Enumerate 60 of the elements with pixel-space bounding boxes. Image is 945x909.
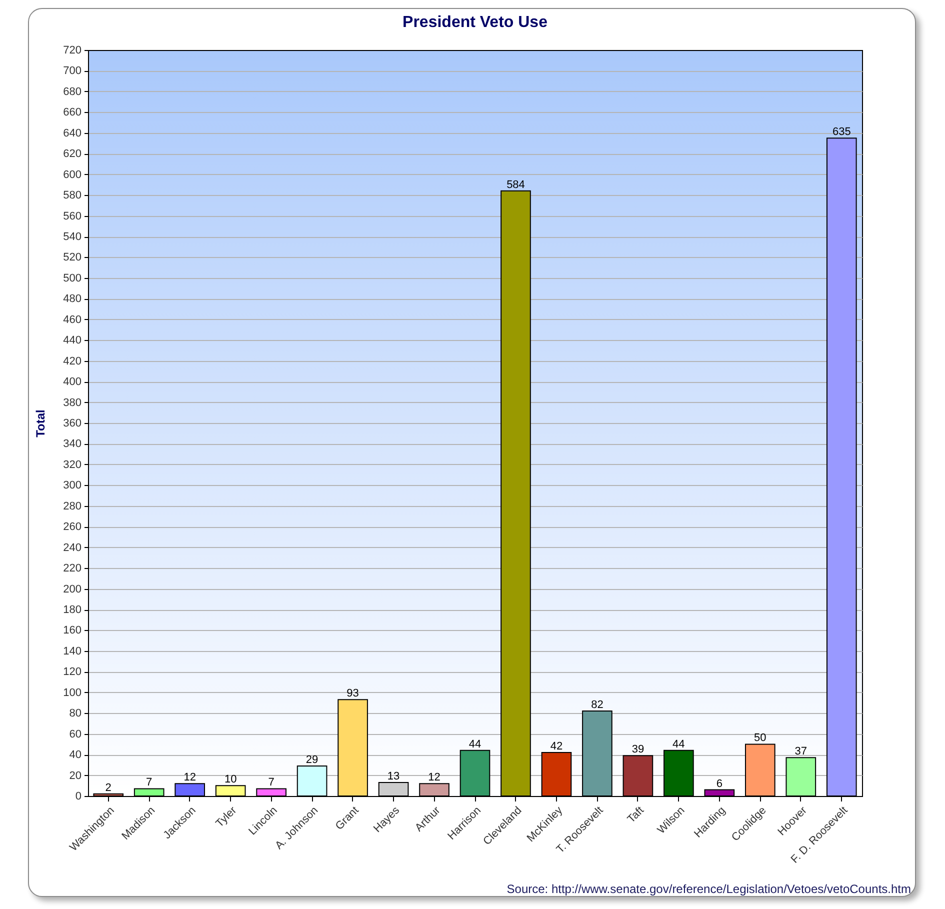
data-label: 2 xyxy=(105,782,112,794)
data-label: 584 xyxy=(506,178,525,191)
y-tick-label: 480 xyxy=(63,293,82,306)
y-tick-label: 560 xyxy=(63,210,82,222)
y-tick-label: 580 xyxy=(63,190,82,202)
y-tick-label: 440 xyxy=(63,334,82,347)
data-label: 29 xyxy=(306,754,318,766)
y-tick-label: 720 xyxy=(63,44,82,56)
y-tick-label: 400 xyxy=(63,376,82,388)
y-tick-label: 640 xyxy=(63,127,82,140)
y-tick-label: 200 xyxy=(63,583,82,596)
data-label: 44 xyxy=(468,738,482,750)
data-label: 12 xyxy=(428,772,440,784)
data-label: 6 xyxy=(716,778,722,790)
y-tick-label: 160 xyxy=(63,624,82,637)
y-tick-label: 140 xyxy=(63,645,82,658)
data-label: 7 xyxy=(268,776,274,789)
data-label: 13 xyxy=(387,770,400,783)
data-label: 82 xyxy=(591,699,604,712)
x-tick-label: Taft xyxy=(625,804,646,826)
y-tick-label: 360 xyxy=(63,418,82,430)
data-label: 39 xyxy=(632,744,644,756)
data-label: 7 xyxy=(146,776,152,789)
data-label: 44 xyxy=(672,738,685,750)
y-tick-label: 380 xyxy=(63,396,82,409)
y-tick-label: 0 xyxy=(75,790,82,802)
y-tick-label: 600 xyxy=(63,168,82,181)
y-tick-label: 280 xyxy=(63,500,82,512)
y-tick-label: 700 xyxy=(63,65,82,78)
y-tick-label: 60 xyxy=(69,728,82,740)
y-tick-label: 300 xyxy=(63,480,82,492)
chart-title: President Veto Use xyxy=(402,14,548,31)
y-tick-label: 120 xyxy=(63,666,82,678)
y-tick-label: 220 xyxy=(63,562,82,575)
y-tick-label: 680 xyxy=(63,86,82,98)
y-axis-title: Total xyxy=(34,410,48,438)
data-label: 50 xyxy=(754,732,766,744)
y-tick-label: 320 xyxy=(63,458,82,471)
y-tick-label: 180 xyxy=(63,604,82,616)
y-tick-label: 260 xyxy=(63,521,82,534)
y-tick-label: 20 xyxy=(69,770,82,782)
y-tick-label: 660 xyxy=(63,106,82,119)
data-label: 635 xyxy=(832,126,851,138)
source-note: Source: http://www.senate.gov/reference/Legislation/Vetoes/vetoCounts.htm xyxy=(506,882,911,896)
data-label: 93 xyxy=(346,688,359,700)
y-tick-label: 520 xyxy=(63,252,82,264)
y-tick-label: 340 xyxy=(63,438,82,450)
y-tick-label: 420 xyxy=(63,355,82,368)
data-label: 42 xyxy=(550,740,563,752)
y-tick-label: 240 xyxy=(63,542,82,554)
y-tick-label: 500 xyxy=(63,272,82,284)
y-tick-label: 620 xyxy=(63,148,82,160)
y-tick-label: 40 xyxy=(69,749,82,762)
y-tick-label: 540 xyxy=(63,231,82,243)
data-label: 37 xyxy=(794,746,808,758)
data-label: 10 xyxy=(224,774,237,786)
y-tick-label: 460 xyxy=(63,314,82,326)
data-label: 12 xyxy=(184,772,196,784)
y-tick-label: 100 xyxy=(63,686,82,699)
y-tick-label: 80 xyxy=(69,708,82,720)
